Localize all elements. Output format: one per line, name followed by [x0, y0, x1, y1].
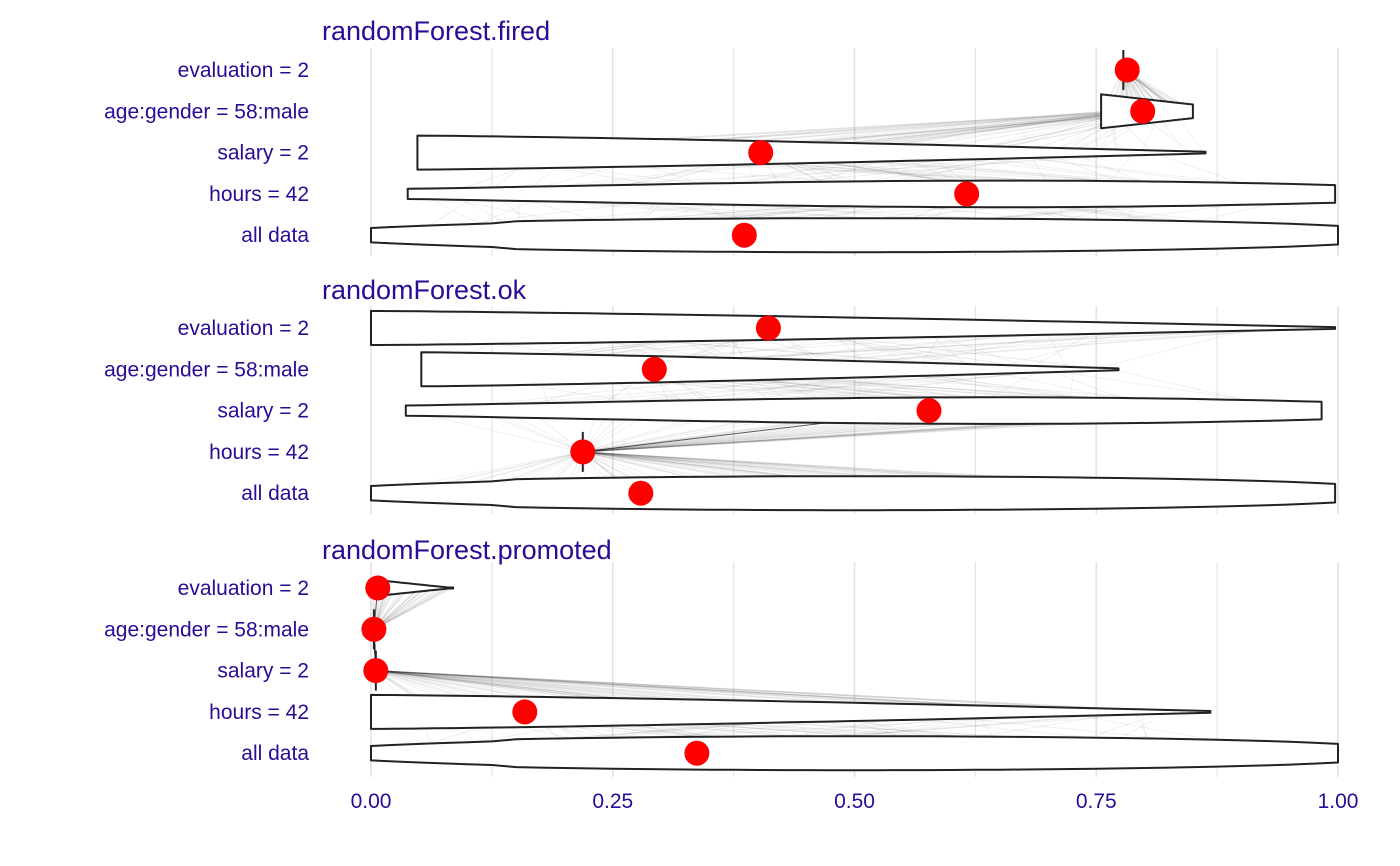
row-label: evaluation = 2 [178, 577, 309, 600]
prediction-point [731, 222, 757, 248]
panel-2: randomForest.promoted evaluation = 2 age:g… [104, 535, 1339, 772]
trail-line [373, 587, 447, 630]
row-label: salary = 2 [217, 660, 309, 683]
panel-title: randomForest.promoted [322, 535, 612, 565]
row-label: evaluation = 2 [178, 317, 309, 340]
x-tick-label: 0.75 [1076, 790, 1117, 813]
trail-line [373, 587, 449, 630]
violin [370, 735, 1339, 772]
violin [370, 693, 1212, 730]
trail-line [373, 587, 452, 630]
x-tick-label: 0.00 [351, 790, 392, 813]
prediction-point [684, 740, 710, 766]
prediction-point [916, 398, 942, 424]
trail-line [373, 587, 452, 630]
trail-line [990, 327, 1143, 370]
trail-line [375, 670, 1163, 713]
row-label: all data [241, 482, 309, 505]
trail-line [375, 670, 1179, 713]
violin [416, 134, 1207, 171]
row-label: hours = 42 [209, 441, 309, 464]
trail-line [373, 587, 445, 630]
row-label: all data [241, 742, 309, 765]
x-tick-label: 1.00 [1318, 790, 1359, 813]
prediction-point [954, 181, 980, 207]
row-label: hours = 42 [209, 701, 309, 724]
x-tick-label: 0.50 [834, 790, 875, 813]
prediction-point [570, 439, 596, 465]
row-label: hours = 42 [209, 183, 309, 206]
trail-line [373, 587, 441, 630]
panel-1: randomForest.ok evaluation = 2 age:gender … [104, 275, 1337, 512]
row-label: age:gender = 58:male [104, 100, 309, 123]
panel-0: randomForest.fired evaluation = 2 age:gend… [104, 16, 1339, 254]
row-label: age:gender = 58:male [104, 618, 309, 641]
prediction-point [641, 356, 667, 382]
trail-line [375, 670, 1148, 713]
panel-title: randomForest.ok [322, 275, 527, 305]
prediction-point [363, 658, 389, 684]
panel-title: randomForest.fired [322, 16, 550, 46]
prediction-point [512, 699, 538, 725]
violin [406, 179, 1337, 209]
row-label: salary = 2 [217, 400, 309, 423]
trail-line [1092, 327, 1256, 370]
prediction-point [1130, 98, 1156, 124]
row-label: age:gender = 58:male [104, 358, 309, 381]
violin [420, 351, 1120, 388]
trail-line [373, 587, 448, 630]
violin [370, 475, 1337, 512]
violin [370, 310, 1337, 346]
trail-lines [371, 587, 1309, 754]
row-label: salary = 2 [217, 142, 309, 165]
row-label: all data [241, 224, 309, 247]
trail-line [373, 587, 442, 630]
violin [370, 578, 455, 598]
prediction-point [365, 575, 391, 601]
trail-line [407, 410, 583, 453]
prediction-point [748, 140, 774, 166]
row-label: evaluation = 2 [178, 59, 309, 82]
prediction-point [361, 616, 387, 642]
prediction-point [1114, 57, 1140, 83]
violin [370, 217, 1339, 254]
x-tick-label: 0.25 [592, 790, 633, 813]
trail-line [375, 670, 1177, 713]
prediction-point [755, 315, 781, 341]
trail-line [373, 587, 454, 630]
trail-line [375, 670, 1149, 713]
violin [404, 396, 1323, 425]
prediction-point [628, 480, 654, 506]
